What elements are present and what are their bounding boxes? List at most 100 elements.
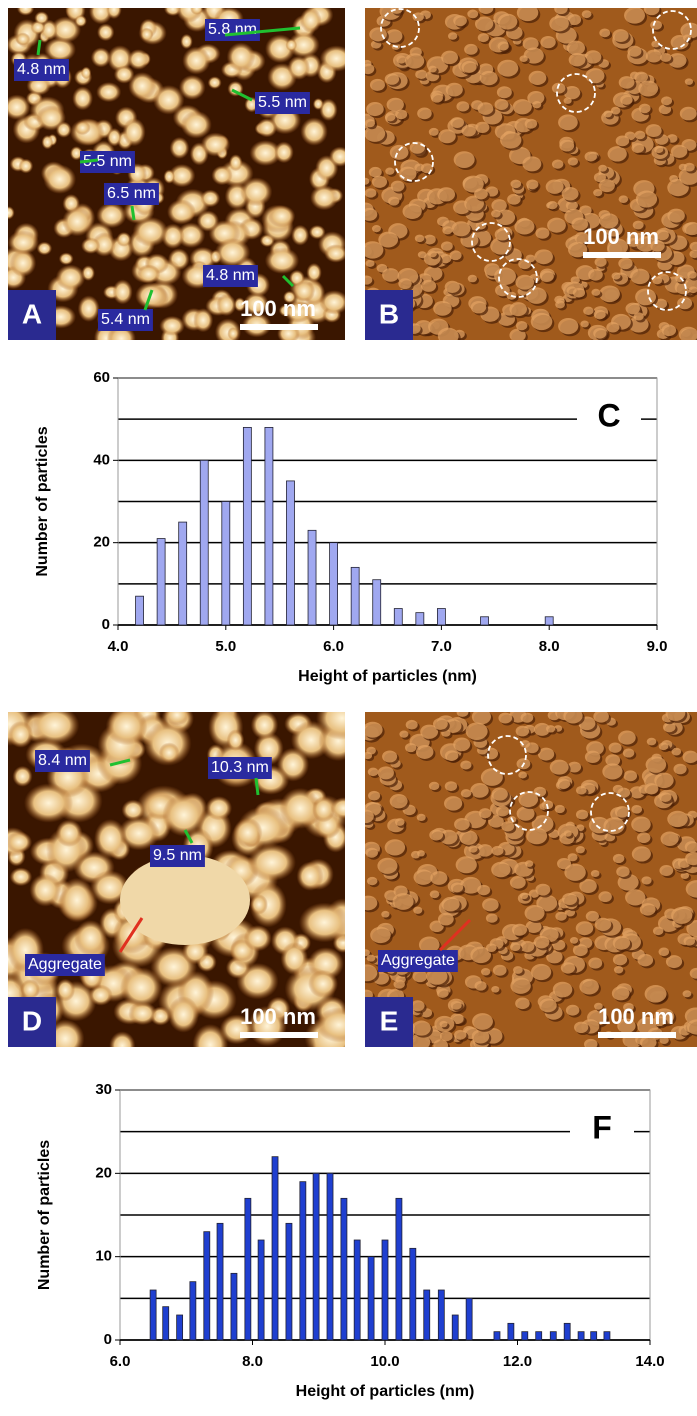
particle (34, 11, 49, 25)
grain (366, 102, 384, 117)
letter-bg (570, 1110, 634, 1146)
bar (176, 1314, 184, 1341)
particle (163, 169, 176, 184)
pointer (118, 917, 144, 953)
grain (385, 167, 395, 175)
grain (515, 997, 530, 1010)
bar (307, 529, 317, 626)
bar (257, 1239, 265, 1341)
grain (420, 724, 439, 739)
particle (200, 132, 231, 157)
grain (607, 146, 627, 162)
grain (654, 298, 668, 309)
y-tick-label: 40 (93, 451, 110, 468)
particle (285, 38, 298, 52)
grain (637, 832, 651, 844)
annotation: Aggregate (381, 952, 455, 969)
grain (686, 1019, 697, 1035)
grain (683, 936, 696, 946)
afm-image: D 100 nm 8.4 nm 10.3 nm 9.5 nm Aggregate (8, 712, 345, 1047)
grain (467, 274, 478, 283)
pointer (79, 158, 99, 164)
grain (643, 8, 660, 16)
annotation-box (80, 151, 135, 173)
particle (228, 154, 243, 172)
particle (226, 42, 256, 72)
grain (539, 270, 554, 282)
grain (671, 747, 682, 756)
particle (41, 134, 54, 150)
grain (625, 302, 640, 315)
grain (631, 804, 643, 814)
particle (274, 141, 294, 164)
particle (296, 861, 324, 891)
particle (96, 202, 127, 229)
pointer (143, 289, 154, 311)
bar (299, 1181, 307, 1341)
particle (180, 33, 193, 50)
grain (625, 889, 646, 906)
grain (491, 209, 501, 218)
pointer (224, 26, 301, 37)
grain (474, 188, 488, 200)
particle (30, 712, 80, 745)
bar (415, 612, 425, 626)
grain (394, 818, 405, 826)
bar (393, 608, 403, 626)
grain (636, 236, 656, 252)
bar (149, 1289, 157, 1341)
grain (464, 43, 478, 55)
grain (638, 80, 659, 97)
y-axis-label: Number of particles (36, 1140, 53, 1290)
grain (497, 13, 518, 30)
x-tick-label: 10.0 (370, 1353, 399, 1370)
particle (96, 81, 122, 103)
grain (618, 76, 635, 89)
particle (299, 8, 322, 33)
grain (552, 981, 573, 998)
grain (539, 998, 557, 1013)
grain (585, 910, 599, 922)
grain (583, 306, 594, 315)
grain (365, 259, 375, 267)
bar (544, 616, 554, 626)
grain (381, 910, 390, 918)
particle (107, 45, 133, 73)
particle (8, 721, 34, 748)
annotation-box (150, 845, 205, 867)
grain (530, 312, 553, 331)
grain (365, 809, 374, 824)
grain (599, 213, 619, 229)
grain (632, 220, 644, 230)
scale-bar (598, 1032, 676, 1038)
grain (456, 101, 470, 112)
grain (551, 82, 566, 94)
bar (409, 1247, 417, 1341)
annotation: 5.5 nm (83, 153, 132, 170)
y-tick-label: 0 (104, 1331, 112, 1348)
particle (128, 71, 157, 100)
grain (660, 52, 672, 62)
grain (687, 270, 697, 279)
grain (366, 954, 376, 962)
grain (659, 864, 674, 876)
grain (456, 712, 469, 717)
grain (613, 965, 624, 974)
grain (618, 257, 633, 270)
grain (593, 309, 606, 320)
y-tick-label: 10 (95, 1248, 112, 1265)
grain (555, 300, 565, 309)
grain (594, 257, 607, 267)
grain (428, 65, 437, 73)
grain (461, 60, 477, 73)
particle (18, 158, 34, 174)
grain (633, 312, 644, 321)
grain (533, 722, 551, 736)
y-tick-label: 60 (93, 369, 110, 386)
pointer (231, 88, 253, 102)
particle (267, 205, 296, 228)
grain (398, 278, 412, 290)
grain (575, 921, 594, 936)
grain (594, 917, 612, 931)
grain (426, 967, 448, 985)
